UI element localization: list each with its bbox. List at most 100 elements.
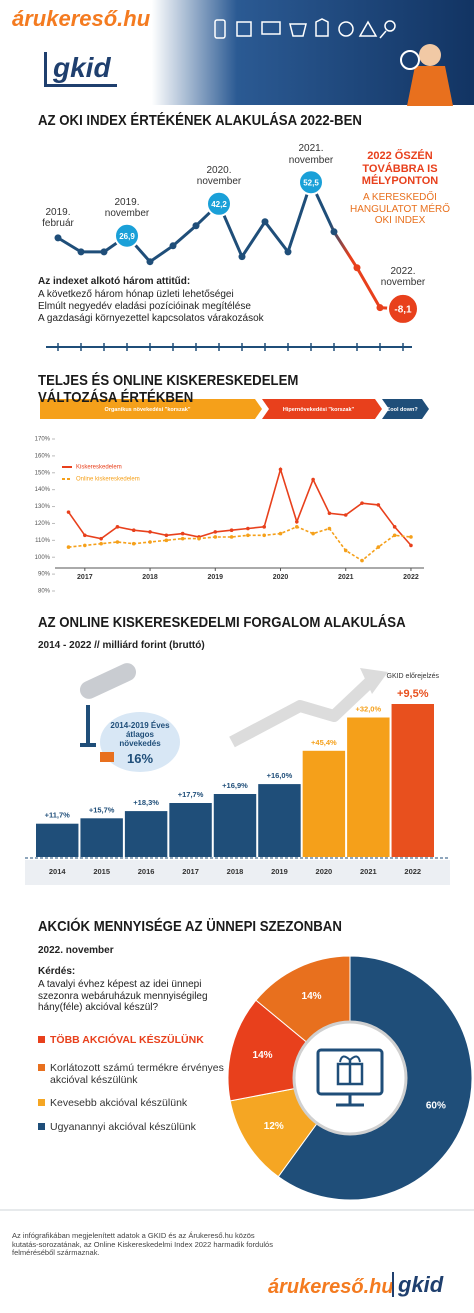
phase-label: Cool down? — [386, 407, 418, 413]
value-bubble — [298, 169, 324, 196]
growth-label: +16,9% — [222, 781, 248, 790]
point — [148, 530, 152, 534]
point — [284, 248, 292, 256]
point — [83, 543, 87, 548]
growth-label: +11,7% — [45, 811, 71, 820]
x-tick-label: 2019 — [207, 574, 223, 581]
point — [327, 526, 332, 531]
x-tick-label: 2022 — [404, 867, 421, 876]
x-tick-label: 2018 — [227, 867, 244, 876]
phase-label: Hipernövekedési "korszak" — [283, 407, 355, 413]
header-icons — [214, 18, 396, 39]
point — [409, 543, 413, 548]
bar — [124, 811, 168, 857]
growth-label: +16,0% — [267, 771, 293, 780]
y-tick-label: 130% — [35, 504, 51, 510]
label-strip — [25, 860, 450, 885]
x-tick-label: 2016 — [138, 867, 155, 876]
y-tick-label: 110% — [35, 538, 51, 544]
category-label: 2022. november — [380, 265, 426, 289]
point — [83, 533, 87, 538]
point — [262, 525, 266, 529]
growth-label: +17,7% — [178, 790, 204, 799]
point — [148, 540, 152, 544]
footer-logo: árukereső.hu — [268, 1276, 394, 1298]
point — [180, 531, 185, 536]
forecast-label: GKID előrejelzés — [387, 673, 440, 680]
point — [343, 548, 348, 553]
legend-swatch — [38, 1064, 45, 1071]
point — [376, 503, 381, 507]
series-line — [67, 466, 412, 546]
point — [238, 253, 246, 261]
legend-title: Az indexet alkotó három attitűd: — [38, 276, 191, 287]
bar — [347, 717, 390, 857]
point — [278, 531, 283, 536]
point — [197, 536, 201, 541]
growth-label: +45,4% — [311, 738, 337, 747]
bar-decoration — [79, 663, 388, 772]
bar — [36, 823, 79, 857]
legend-label: Korlátozott számú termékre érvényes akci… — [50, 1062, 224, 1087]
pie-center-icon — [292, 1020, 408, 1136]
point — [311, 531, 315, 536]
x-tick-label: 2021 — [360, 867, 377, 876]
point — [278, 467, 283, 472]
point — [295, 519, 299, 524]
point — [376, 304, 384, 312]
cloud-text: 2014-2019 Éves átlagos növekedés — [110, 721, 170, 749]
point — [261, 218, 269, 226]
phase-banner — [382, 399, 429, 419]
y-tick-label: 150% — [35, 470, 51, 476]
legend-swatch — [38, 1036, 45, 1043]
y-tick-label: 140% — [35, 487, 51, 493]
point — [229, 528, 234, 532]
legend-label: TÖBB AKCIÓVAL KÉSZÜLÜNK — [50, 1034, 204, 1046]
slice-label: 14% — [302, 991, 322, 1002]
x-tick-label: 2017 — [77, 574, 93, 581]
point — [164, 538, 169, 543]
legend-label: Ugyanannyi akcióval készülünk — [50, 1121, 196, 1133]
header-brand: gkid — [44, 52, 117, 88]
growth-label: +9,5% — [397, 688, 429, 700]
headline-note: A KERESKEDŐI HANGULATOT MÉRŐ OKI INDEX — [349, 192, 450, 226]
header-figure — [400, 44, 453, 106]
bar — [213, 794, 257, 857]
point — [376, 545, 381, 549]
section-subtitle: 2014 - 2022 // milliárd forint (bruttó) — [38, 640, 205, 651]
slice-label: 12% — [264, 1121, 284, 1132]
y-tick-label: 120% — [35, 521, 51, 527]
point — [115, 540, 120, 544]
point — [164, 533, 169, 538]
bar — [302, 750, 346, 857]
growth-label: +15,7% — [89, 805, 115, 814]
x-tick-label: 2015 — [93, 867, 110, 876]
point — [77, 248, 85, 256]
bar — [391, 704, 434, 857]
point — [360, 558, 364, 563]
footer-brand: gkid — [392, 1272, 443, 1298]
point — [327, 511, 332, 516]
value-label: 42,2 — [211, 200, 227, 209]
legend-label: Kiskereskedelem — [76, 465, 122, 471]
value-label: 26,9 — [119, 232, 135, 241]
value-label: 52,5 — [303, 178, 319, 187]
legend-label: Online kiskereskedelem — [76, 477, 140, 483]
point — [169, 242, 177, 250]
point — [353, 264, 361, 272]
attitude: A következő három hónap üzleti lehetőség… — [38, 289, 234, 300]
point — [213, 535, 218, 539]
point — [392, 525, 397, 529]
x-tick-label: 2022 — [403, 574, 419, 581]
attitude: Elmúlt negyedév eladási pozícióinak megí… — [38, 301, 251, 312]
x-tick-label: 2014 — [49, 867, 67, 876]
headline: 2022 ŐSZÉN TOVÁBBRA IS MÉLYPONTON — [361, 150, 439, 188]
legend-swatch — [38, 1099, 45, 1106]
section-title: AZ ONLINE KISKERESKEDELMI FORGALOM ALAKU… — [38, 614, 406, 631]
x-tick-label: 2019 — [271, 867, 288, 876]
point — [146, 258, 154, 266]
x-tick-label: 2020 — [273, 574, 289, 581]
growth-label: +32,0% — [356, 704, 382, 713]
